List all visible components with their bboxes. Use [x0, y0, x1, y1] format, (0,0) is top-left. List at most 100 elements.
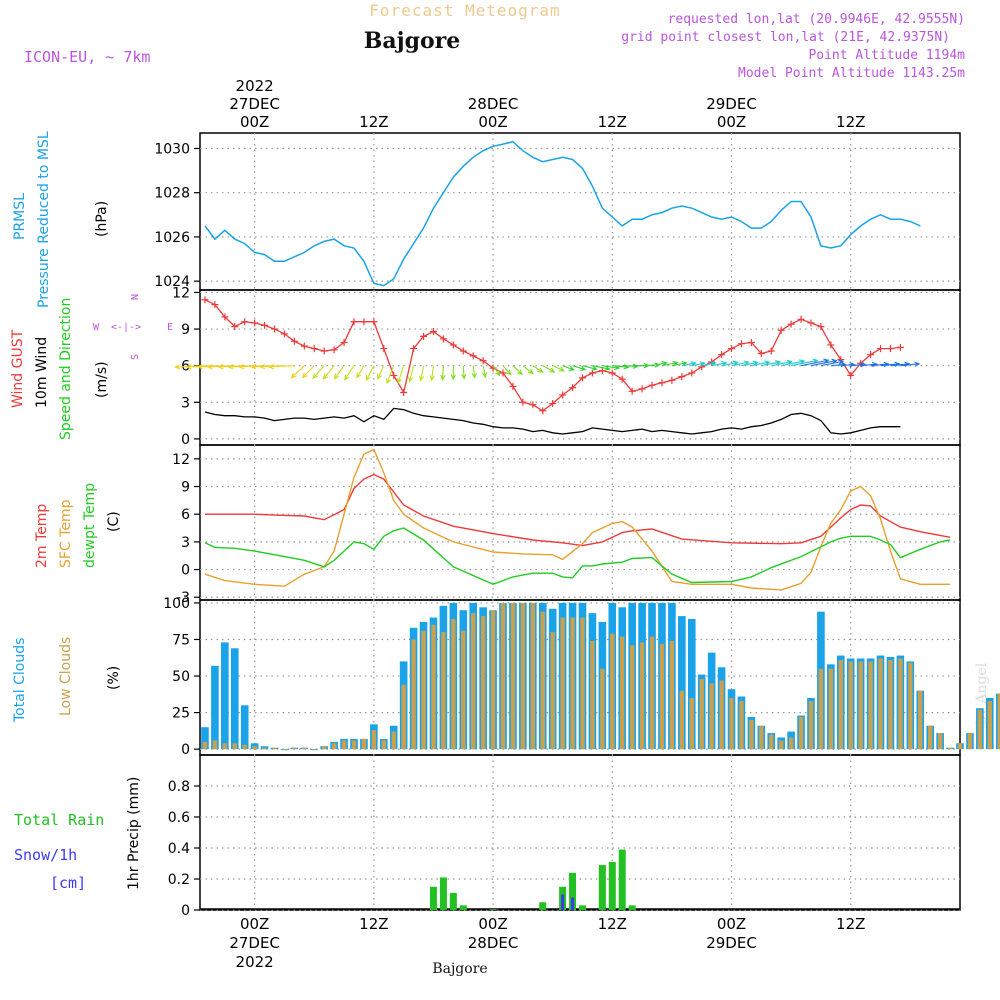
axis-layer: 00Z 00Z 12Z 12Z 00Z 00Z 12Z 12Z 00Z 00Z 12Z 12Z 2022…	[154, 77, 865, 971]
gust-point	[698, 363, 706, 371]
sfc-temp-line	[204, 448, 951, 591]
plot-layer	[175, 142, 1000, 910]
y-tick-label: 0.4	[168, 841, 190, 857]
low-cloud-bar	[659, 643, 665, 750]
gust-point	[807, 319, 815, 327]
y-tick-label: 12	[172, 285, 190, 301]
low-cloud-bar	[629, 645, 635, 750]
wind-arrow	[572, 365, 587, 371]
low-cloud-bar	[391, 731, 396, 750]
low-cloud-bar	[679, 690, 685, 750]
wind-arrow	[532, 365, 544, 373]
wind-arrow	[333, 365, 345, 380]
wind-arrow	[408, 365, 415, 383]
gust-point	[896, 343, 904, 351]
bottom-tick-label: 12Z	[598, 915, 627, 933]
y-tick-label: 0.8	[168, 779, 190, 795]
low-cloud-bar	[828, 668, 834, 750]
low-cloud-bar	[888, 659, 893, 750]
cloud-unit-label: (%)	[106, 666, 122, 690]
gust-point	[529, 401, 537, 409]
bottom-location: Bajgore	[432, 961, 487, 977]
gust-point	[241, 318, 249, 326]
low-cloud-bar	[947, 747, 953, 750]
wind-arrow	[322, 365, 335, 380]
prmsl-label: PRMSL	[12, 193, 28, 240]
top-tick-label: 00Z	[717, 113, 746, 131]
wind-arrow	[290, 365, 305, 379]
low-cloud-bar	[570, 617, 575, 750]
low-cloud-bar	[669, 640, 675, 750]
low-cloud-bar	[709, 683, 714, 750]
y-tick-label: 100	[163, 596, 190, 612]
low-cloud-bar	[858, 661, 863, 750]
gust-point	[211, 301, 219, 309]
low-cloud-bar	[272, 747, 277, 750]
low-cloud-bar	[878, 658, 883, 750]
low-cloud-bar	[600, 668, 605, 750]
gust-point	[797, 315, 805, 323]
low-cloud-bar	[441, 632, 446, 750]
grid-point-coords: grid point closest lon,lat (21E, 42.9375…	[621, 30, 950, 45]
wind-arrow	[622, 363, 639, 369]
wind10-label: 10m Wind	[34, 337, 50, 408]
low-cloud-bar	[530, 602, 536, 750]
snow-bar	[571, 897, 575, 910]
top-tick-label: 00Z	[240, 113, 269, 131]
low-cloud-bar	[411, 639, 416, 750]
wind-dir-label: Speed and Direction	[58, 298, 74, 440]
low-cloud-bar	[848, 661, 853, 750]
low-cloud-bar	[749, 719, 754, 750]
total-cloud-bar	[201, 727, 209, 750]
dewpt-line	[204, 527, 951, 586]
precip-labels: Total Rain Snow/1h [cm] 1hr Precip (mm)	[14, 777, 142, 892]
low-cloud-bar	[788, 737, 794, 750]
gust-point	[737, 340, 745, 348]
top-tick-label: 12Z	[598, 113, 627, 131]
y-tick-label: 0	[181, 742, 190, 758]
snow-unit-label: [cm]	[50, 874, 86, 892]
low-cloud-bar	[699, 678, 704, 750]
total-cloud-bar	[678, 616, 686, 750]
wind-arrow	[471, 365, 477, 379]
temp-labels: 2m Temp SFC Temp dewpt Temp (C)	[34, 483, 122, 568]
low-cloud-bar	[341, 740, 347, 750]
low-cloud-bar	[361, 738, 367, 750]
rain-bar	[608, 861, 616, 910]
top-tick-label: 12Z	[359, 113, 388, 131]
gust-point	[300, 342, 308, 350]
low-cloud-bar	[927, 725, 933, 750]
low-cloud-bar	[808, 700, 814, 750]
dew-label: dewpt Temp	[82, 483, 98, 568]
bottom-date-label: 29DEC	[706, 934, 757, 952]
low-cloud-bar	[868, 661, 873, 750]
wind-arrow	[552, 365, 565, 372]
low-cloud-bar	[520, 602, 526, 750]
wind-arrow	[396, 365, 405, 384]
low-cloud-bar	[242, 744, 247, 750]
gust-point	[280, 330, 288, 338]
low-cloud-bar	[729, 697, 734, 750]
precip-panel	[199, 754, 961, 911]
low-cloud-bar	[222, 743, 228, 750]
gust-point	[251, 319, 259, 327]
y-tick-label: 1024	[154, 274, 190, 290]
wind-arrow	[542, 365, 556, 373]
gust-point	[340, 338, 348, 346]
low-cloud-bar	[202, 741, 208, 750]
bottom-tick-label: 00Z	[240, 915, 269, 933]
pressure-panel	[199, 132, 961, 291]
top-year-label: 2022	[236, 77, 274, 95]
rain-bar	[489, 909, 497, 910]
low-cloud-bar	[431, 624, 436, 750]
low-cloud-bar	[590, 640, 595, 750]
low-cloud-bar	[918, 690, 923, 750]
y-tick-label: -3	[176, 590, 190, 606]
gust-point	[608, 369, 616, 377]
gust-point	[330, 346, 338, 354]
low-cloud-bar	[471, 613, 476, 750]
y-tick-label: 1030	[154, 141, 190, 157]
y-tick-label: 75	[172, 632, 190, 648]
t2m-label: 2m Temp	[34, 504, 50, 568]
